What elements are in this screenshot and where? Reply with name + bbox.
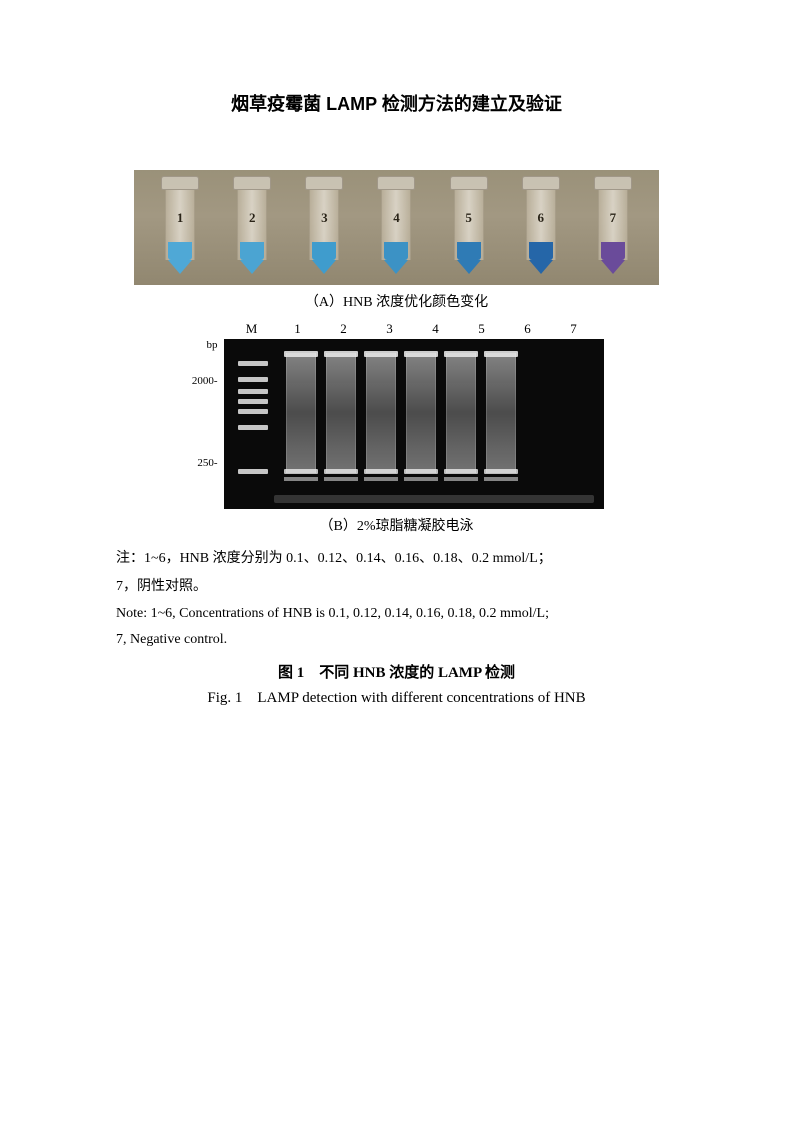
panel-b-gel: M 1 2 3 4 5 6 7 bp 2000- 250- (182, 321, 612, 509)
lane-label-7: 7 (564, 321, 584, 337)
bp-mark-250: 250- (197, 457, 217, 469)
tube-2: 2 (228, 176, 276, 281)
gel-lane-4 (404, 347, 438, 497)
gel-lane-2 (324, 347, 358, 497)
tube-4: 4 (372, 176, 420, 281)
lane-label-4: 4 (426, 321, 446, 337)
tube-7: 7 (589, 176, 637, 281)
figure-caption-en: Fig. 1 LAMP detection with different con… (100, 686, 693, 707)
lane-label-6: 6 (518, 321, 538, 337)
panel-a-tubes: 1234567 (134, 170, 659, 285)
lane-label-3: 3 (380, 321, 400, 337)
tube-3: 3 (300, 176, 348, 281)
page-title: 烟草疫霉菌 LAMP 检测方法的建立及验证 (100, 90, 693, 116)
note-cn-line2: 7，阴性对照。 (116, 575, 677, 599)
bp-unit-label: bp (207, 339, 218, 351)
lane-label-5: 5 (472, 321, 492, 337)
note-cn-line1: 注：1~6，HNB 浓度分别为 0.1、0.12、0.14、0.16、0.18、… (116, 547, 677, 571)
tube-6: 6 (517, 176, 565, 281)
bp-mark-2000: 2000- (192, 375, 218, 387)
gel-lane-7 (532, 347, 566, 497)
lane-label-2: 2 (334, 321, 354, 337)
panel-b-caption: （B）2%琼脂糖凝胶电泳 (100, 515, 693, 535)
gel-lane-5 (444, 347, 478, 497)
note-en-line1: Note: 1~6, Concentrations of HNB is 0.1,… (116, 603, 677, 625)
panel-a-caption: （A）HNB 浓度优化颜色变化 (100, 291, 693, 311)
gel-lane-1 (284, 347, 318, 497)
tube-5: 5 (445, 176, 493, 281)
tube-1: 1 (156, 176, 204, 281)
gel-image (224, 339, 604, 509)
lane-label-M: M (242, 321, 262, 337)
gel-lane-3 (364, 347, 398, 497)
lane-label-1: 1 (288, 321, 308, 337)
gel-lane-6 (484, 347, 518, 497)
figure-caption-cn: 图 1 不同 HNB 浓度的 LAMP 检测 (100, 661, 693, 682)
note-en-line2: 7, Negative control. (116, 629, 677, 651)
